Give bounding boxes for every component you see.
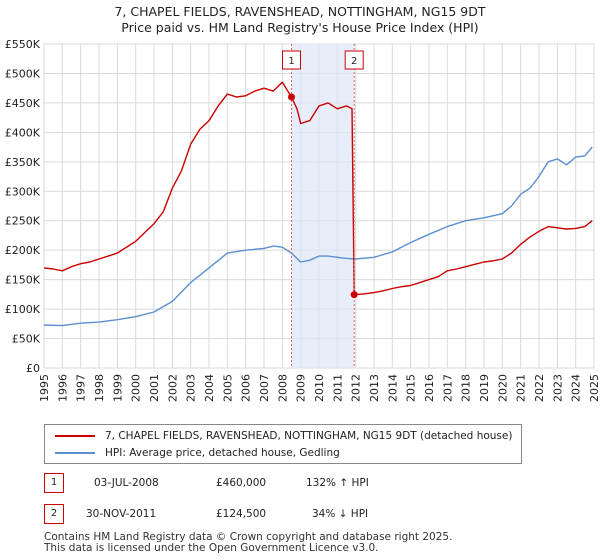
x-tick-label: 2022 [533, 374, 546, 402]
x-tick-label: 1996 [56, 374, 69, 402]
sale-label: 1 [288, 56, 294, 67]
x-tick-label: 2004 [203, 374, 216, 402]
x-tick-label: 2005 [221, 374, 234, 402]
footer-line1: Contains HM Land Registry data © Crown c… [44, 531, 453, 543]
y-tick-label: £150K [5, 274, 41, 287]
x-tick-label: 2014 [386, 374, 399, 402]
y-tick-label: £500K [5, 67, 41, 80]
y-tick-label: £200K [5, 244, 41, 257]
x-tick-label: 1998 [93, 374, 106, 402]
transaction-badge: 2 [44, 504, 64, 524]
x-tick-label: 2013 [368, 374, 381, 402]
x-tick-label: 2015 [405, 374, 418, 402]
x-tick-label: 2024 [570, 374, 583, 402]
x-tick-label: 2011 [331, 374, 344, 402]
x-tick-label: 2016 [423, 374, 436, 402]
x-tick-label: 2023 [551, 374, 564, 402]
y-tick-label: £300K [5, 185, 41, 198]
x-tick-label: 2019 [478, 374, 491, 402]
transaction-price: £124,500 [216, 508, 267, 520]
x-tick-label: 2006 [240, 374, 253, 402]
footer-line2: This data is licensed under the Open Gov… [44, 542, 379, 554]
legend-label-hpi: HPI: Average price, detached house, Gedl… [105, 447, 340, 459]
chart-title-line1: 7, CHAPEL FIELDS, RAVENSHEAD, NOTTINGHAM… [114, 4, 486, 19]
transaction-price: £460,000 [216, 477, 267, 489]
y-tick-label: £550K [5, 38, 41, 51]
x-tick-label: 1997 [75, 374, 88, 402]
chart-title-line2: Price paid vs. HM Land Registry's House … [121, 20, 479, 35]
legend-swatch-property [55, 435, 95, 437]
y-tick-label: £100K [5, 303, 41, 316]
y-tick-label: £350K [5, 156, 41, 169]
x-tick-label: 2010 [313, 374, 326, 402]
x-tick-label: 2000 [130, 374, 143, 402]
legend-label-property: 7, CHAPEL FIELDS, RAVENSHEAD, NOTTINGHAM… [105, 430, 513, 442]
x-tick-label: 1999 [111, 374, 124, 402]
legend: 7, CHAPEL FIELDS, RAVENSHEAD, NOTTINGHAM… [44, 424, 522, 464]
y-tick-label: £0 [26, 362, 40, 375]
transaction-hpi-change: 132% ↑ HPI [306, 477, 369, 489]
x-tick-label: 1995 [38, 374, 51, 402]
x-tick-label: 2002 [166, 374, 179, 402]
x-tick-label: 2025 [588, 374, 600, 402]
x-tick-label: 2012 [350, 374, 363, 402]
price-chart: £0 £50K £100K £150K £200K £250K £300K £350K £400… [5, 38, 600, 402]
property-price-line [43, 81, 593, 296]
footer: Contains HM Land Registry data © Crown c… [44, 532, 452, 554]
x-tick-label: 2001 [148, 374, 161, 402]
transaction-date: 30-NOV-2011 [86, 508, 157, 520]
sale-label-box [282, 50, 301, 70]
sales-period-shade [291, 44, 355, 368]
x-tick-label: 2020 [496, 374, 509, 402]
hpi-line [43, 146, 593, 327]
transaction-hpi-change: 34% ↓ HPI [312, 508, 369, 520]
x-tick-label: 2007 [258, 374, 271, 402]
x-tick-label: 2017 [441, 374, 454, 402]
y-tick-label: £250K [5, 215, 41, 228]
sale-point [288, 93, 295, 101]
x-tick-label: 2021 [515, 374, 528, 402]
x-tick-label: 2008 [276, 374, 289, 402]
x-tick-label: 2018 [460, 374, 473, 402]
y-tick-label: £450K [5, 97, 41, 110]
legend-swatch-hpi [55, 452, 95, 454]
sale-label: 2 [351, 56, 357, 67]
x-tick-label: 2003 [185, 374, 198, 402]
transaction-badge: 1 [44, 473, 64, 493]
sale-label-box [344, 50, 364, 70]
x-tick-label: 2009 [295, 374, 308, 402]
sale-point [350, 291, 358, 299]
y-tick-label: £50K [12, 333, 41, 346]
y-tick-label: £400K [5, 126, 41, 139]
transaction-date: 03-JUL-2008 [94, 477, 159, 489]
